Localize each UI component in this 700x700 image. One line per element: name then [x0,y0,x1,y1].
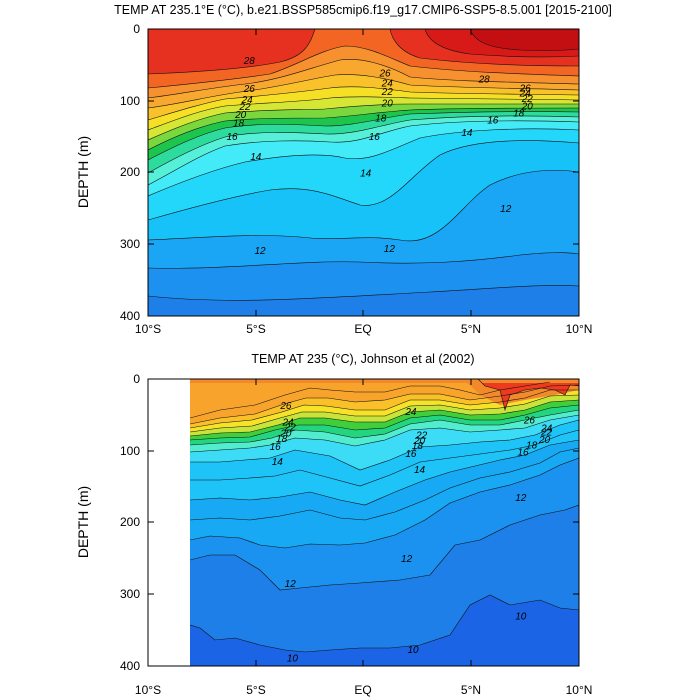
y-tick-label: 300 [120,587,140,601]
contour-label: 18 [513,108,525,119]
contour-label: 10 [515,611,527,622]
contour-label: 26 [519,83,532,94]
y-tick-label: 0 [133,372,140,386]
contour-label: 26 [378,68,391,79]
contour-label: 12 [384,244,396,255]
contour-label: 10 [287,654,299,665]
x-tick-label: 10°N [566,683,593,697]
y-tick-label: 200 [120,515,140,529]
chart-title: TEMP AT 235.1°E (°C), b.e21.BSSP585cmip6… [114,3,612,17]
contour-labels: 2624222018161424222018161426242220181612… [270,401,553,665]
contour-label: 12 [254,246,266,257]
contour-label: 22 [521,94,534,105]
x-tick-label: EQ [354,683,371,697]
x-tick-label: 5°S [246,322,265,336]
contour-label: 22 [381,87,394,98]
contour-label: 20 [381,98,394,109]
x-axis: 10°S 5°S EQ 5°N 10°N [135,379,592,697]
panel-bottom: TEMP AT 235 (°C), Johnson et al (2002) [75,352,592,697]
y-axis: 0 100 200 300 400 DEPTH (m) [75,22,579,323]
contour-label: 24 [282,418,295,429]
panel-top: TEMP AT 235.1°E (°C), b.e21.BSSP585cmip6… [75,3,612,336]
contour-label: 16 [270,442,282,453]
contour-label: 26 [279,401,292,412]
x-tick-label: 5°S [246,683,265,697]
contour-label: 18 [276,434,288,445]
x-tick-label: 10°N [566,322,593,336]
contour-label: 22 [540,428,553,439]
contour-lines [148,29,579,316]
contour-label: 18 [526,441,538,452]
contour-label: 20 [413,436,426,447]
contour-label: 10 [408,645,420,656]
contour-label: 22 [284,423,297,434]
contour-label: 20 [279,428,292,439]
contour-label: 20 [521,101,534,112]
contour-label: 24 [381,78,394,89]
contour-label: 24 [540,423,553,434]
contour-label: 14 [272,457,284,468]
contour-label: 24 [404,407,417,418]
contour-label: 24 [241,95,254,106]
contour-label: 18 [233,118,245,129]
x-tick-label: 5°N [461,322,481,336]
x-axis: 10°S 5°S EQ 5°N 10°N [135,29,592,336]
y-tick-label: 400 [120,659,140,673]
contour-label: 14 [250,152,262,163]
y-tick-label: 100 [120,444,140,458]
x-tick-label: 10°S [135,322,161,336]
contour-label: 22 [238,102,251,113]
x-tick-label: EQ [354,322,371,336]
contour-label: 12 [401,554,413,565]
y-tick-label: 400 [120,309,140,323]
contour-label: 16 [369,132,381,143]
contour-label: 28 [478,75,491,86]
contour-label: 14 [360,169,372,180]
contour-label: 18 [375,113,387,124]
contour-label: 26 [523,415,536,426]
contour-lines [190,379,579,653]
x-tick-label: 5°N [461,683,481,697]
contour-label: 28 [243,56,256,67]
contour-fill [148,29,579,316]
contour-label: 20 [234,110,247,121]
y-tick-label: 0 [133,22,140,36]
contour-label: 14 [461,128,473,139]
chart-title: TEMP AT 235 (°C), Johnson et al (2002) [251,352,474,366]
y-tick-label: 300 [120,237,140,251]
contour-label: 14 [414,465,426,476]
contour-label: 12 [500,204,512,215]
y-axis-title: DEPTH (m) [75,486,91,558]
contour-label: 16 [405,449,417,460]
contour-label: 24 [519,88,532,99]
y-tick-label: 100 [120,94,140,108]
contour-label: 16 [517,448,529,459]
contour-label: 22 [415,430,428,441]
contour-label: 26 [243,84,256,95]
contour-label: 20 [538,435,551,446]
contour-label: 12 [515,493,527,504]
contour-label: 12 [285,579,297,590]
x-tick-label: 10°S [135,683,161,697]
y-axis: 0 100 200 300 400 DEPTH (m) [75,372,579,673]
contour-label: 18 [412,441,424,452]
contour-label: 16 [487,116,499,127]
y-axis-title: DEPTH (m) [75,136,91,208]
contour-label: 16 [226,132,238,143]
y-tick-label: 200 [120,165,140,179]
